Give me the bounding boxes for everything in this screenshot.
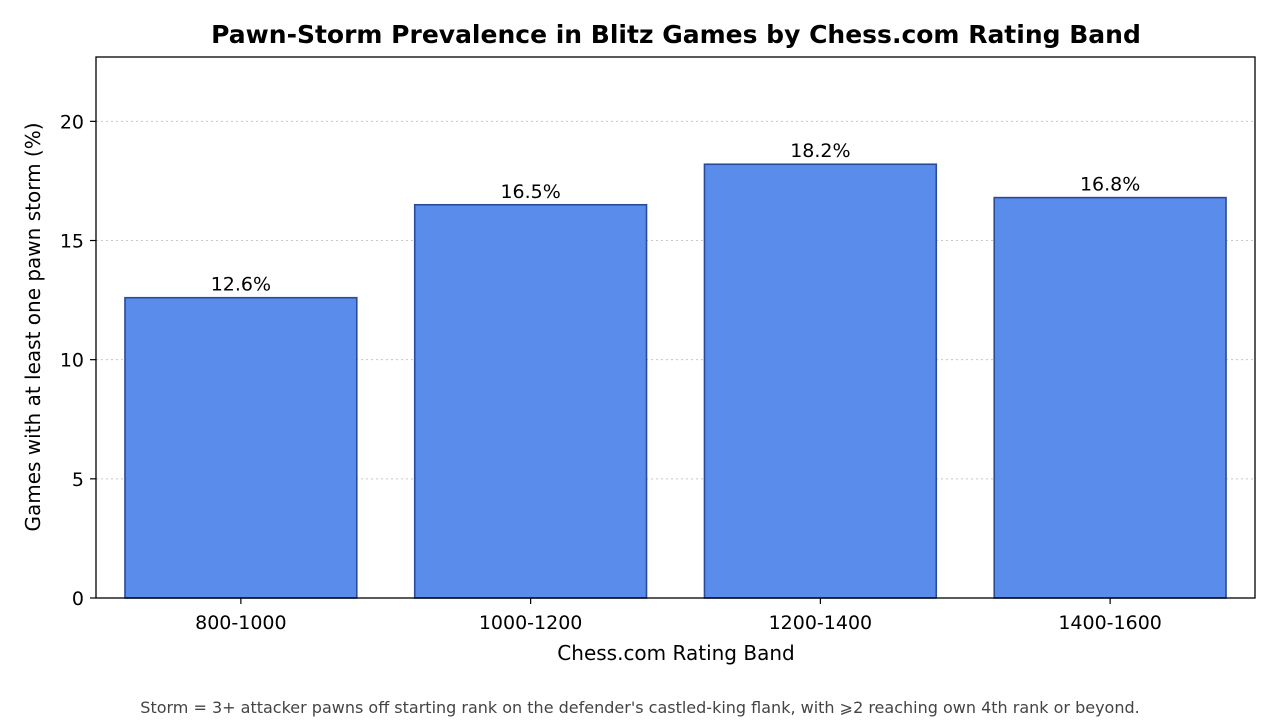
bar-1400-1600 bbox=[993, 196, 1227, 599]
x-axis-label: Chess.com Rating Band bbox=[557, 641, 794, 665]
y-tick-label: 10 bbox=[60, 350, 84, 372]
chart-footnote: Storm = 3+ attacker pawns off starting r… bbox=[140, 698, 1139, 717]
y-tick-label: 20 bbox=[60, 111, 84, 133]
y-axis-ticks: 0 5 10 15 20 bbox=[60, 111, 96, 610]
x-axis-ticks: 800-1000 1000-1200 1200-1400 1400-1600 bbox=[195, 598, 1162, 634]
data-label: 16.8% bbox=[1080, 174, 1140, 196]
bar-1200-1400 bbox=[703, 163, 938, 599]
y-tick-label: 15 bbox=[60, 231, 84, 253]
x-tick-label: 800-1000 bbox=[195, 612, 286, 634]
data-label: 18.2% bbox=[790, 140, 850, 162]
data-label: 16.5% bbox=[500, 181, 560, 203]
bars bbox=[124, 163, 1227, 599]
data-labels: 12.6% 16.5% 18.2% 16.8% bbox=[211, 140, 1141, 295]
x-tick-label: 1400-1600 bbox=[1058, 612, 1162, 634]
chart-title: Pawn-Storm Prevalence in Blitz Games by … bbox=[211, 20, 1141, 49]
y-axis-label: Games with at least one pawn storm (%) bbox=[21, 122, 45, 531]
plot-area-frame bbox=[95, 56, 1256, 599]
data-label: 12.6% bbox=[211, 274, 271, 296]
x-tick-label: 1000-1200 bbox=[479, 612, 583, 634]
bar-800-1000 bbox=[124, 296, 358, 599]
y-tick-label: 5 bbox=[72, 469, 84, 491]
bar-1000-1200 bbox=[413, 203, 648, 599]
x-tick-label: 1200-1400 bbox=[769, 612, 873, 634]
y-tick-label: 0 bbox=[72, 588, 84, 610]
